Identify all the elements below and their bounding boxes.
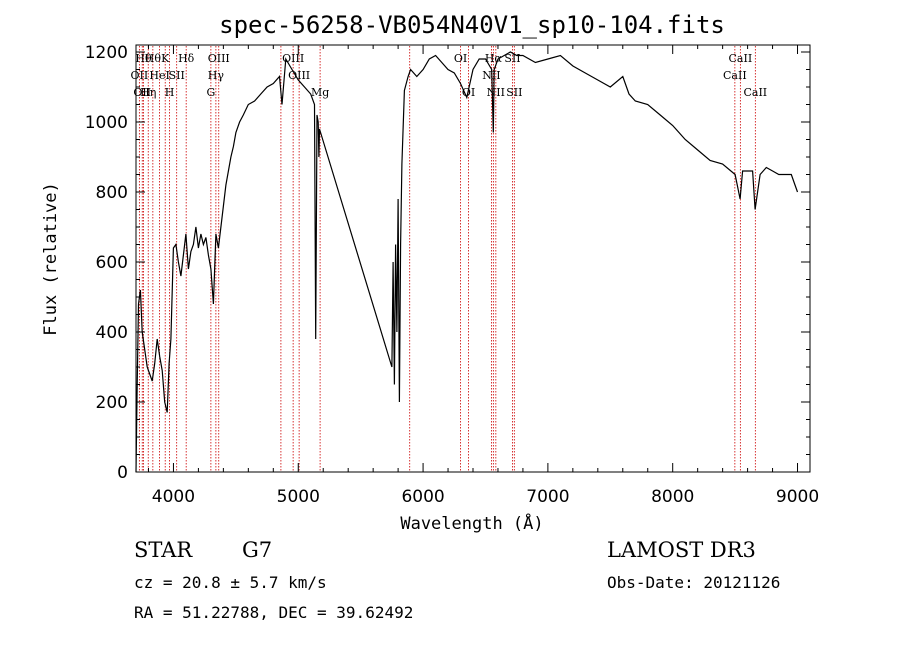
line-marker-label: Hθ — [145, 52, 162, 65]
y-tick-label: 0 — [117, 463, 128, 483]
line-marker-label: Hη — [140, 86, 156, 99]
y-tick-label: 800 — [96, 183, 128, 203]
line-marker-label: SII — [169, 69, 185, 82]
object-subclass-value: G7 — [242, 538, 273, 562]
survey-name-value: LAMOST DR3 — [607, 538, 756, 562]
y-tick-label: 1200 — [85, 43, 128, 63]
y-tick-label: 1000 — [85, 113, 128, 133]
x-tick-label: 7000 — [526, 487, 569, 507]
line-marker-label: OIII — [208, 52, 230, 65]
y-axis-ticks: 0 200 400 600 800 1000 1200 — [85, 43, 810, 483]
x-axis-ticks: 4000 5000 6000 7000 8000 9000 — [147, 45, 819, 507]
survey-name: LAMOST DR3 — [607, 538, 756, 562]
line-marker-label: SII — [506, 86, 522, 99]
obs-date: Obs-Date: 20121126 — [607, 573, 781, 592]
line-marker-label: Mg — [311, 86, 329, 99]
line-marker-label: OII — [133, 86, 151, 99]
y-tick-label: 600 — [96, 253, 128, 273]
x-axis-label: Wavelength (Å) — [400, 512, 543, 534]
line-marker-label: OI — [454, 52, 467, 65]
line-marker-label: Hθ — [135, 52, 152, 65]
line-marker-label: K — [161, 52, 170, 65]
object-class: STAR — [134, 538, 192, 562]
y-tick-label: 400 — [96, 323, 128, 343]
redshift-readout: cz = 20.8 ± 5.7 km/s — [134, 573, 327, 592]
line-marker-label: CaII — [723, 69, 747, 82]
line-marker-label: CaII — [743, 86, 767, 99]
line-marker-label: Hα — [485, 52, 503, 65]
chart-title: spec-56258-VB054N40V1_sp10-104.fits — [219, 11, 725, 39]
x-tick-label: 5000 — [277, 487, 320, 507]
plot-frame — [135, 44, 811, 473]
x-tick-label: 8000 — [651, 487, 694, 507]
x-tick-label: 6000 — [401, 487, 444, 507]
y-axis-label: Flux (relative) — [41, 182, 61, 336]
object-class-value: STAR — [134, 538, 193, 562]
coordinates: RA = 51.22788, DEC = 39.62492 — [134, 603, 414, 622]
line-marker-label: CaII — [729, 52, 753, 65]
y-tick-label: 200 — [96, 393, 128, 413]
object-subclass: G7 — [242, 538, 272, 562]
line-marker-label: Hδ — [178, 52, 195, 65]
x-tick-label: 9000 — [776, 487, 819, 507]
line-markers — [138, 46, 756, 471]
line-marker-label: Hγ — [208, 69, 225, 82]
line-marker-label: G — [206, 86, 215, 99]
spectrum-line — [135, 51, 799, 473]
line-marker-label: HeI — [149, 69, 169, 82]
line-marker-label: NII — [487, 86, 505, 99]
line-marker-label: OII — [131, 69, 149, 82]
x-tick-label: 4000 — [152, 487, 195, 507]
line-marker-label: H — [165, 86, 175, 99]
